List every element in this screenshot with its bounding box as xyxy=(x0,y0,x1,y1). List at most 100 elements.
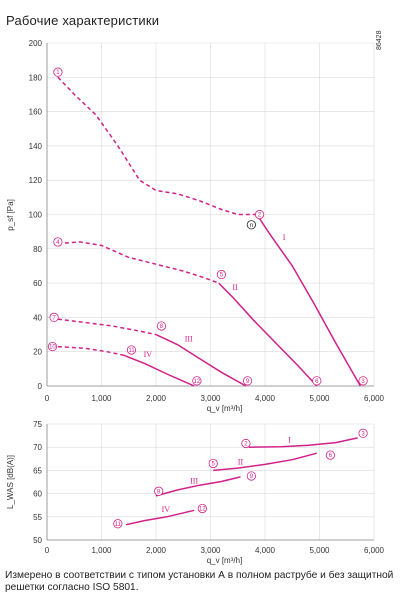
series-IV-line xyxy=(123,354,195,387)
operating-point-circle xyxy=(246,220,256,230)
series-III-dashed-line xyxy=(57,318,157,336)
x-tick-label: 3,000 xyxy=(200,394,221,403)
x-tick-label: 3,000 xyxy=(200,546,221,555)
marker-number: 9 xyxy=(250,474,254,480)
x-tick-label: 4,000 xyxy=(255,546,276,555)
series-IV-dashed-line xyxy=(57,345,124,356)
marker-1: 1 xyxy=(53,67,63,77)
marker-5: 5 xyxy=(216,269,226,280)
y-axis-label: p_sf [Pa] xyxy=(6,199,15,231)
y-tick-label: 200 xyxy=(29,39,43,48)
marker-circle xyxy=(192,376,202,386)
y-tick-label: 80 xyxy=(33,245,42,254)
y-tick-label: 60 xyxy=(33,490,42,499)
marker-number: 6 xyxy=(329,453,333,459)
x-tick-label: 5,000 xyxy=(309,394,330,403)
chart-1: 0 20 40 60 80 100 120 140 160 180 200 0 1,000 2,000 3,… xyxy=(6,39,385,413)
marker-number: 3 xyxy=(361,431,365,437)
marker-number: 6 xyxy=(315,379,319,385)
operating-point-label: n xyxy=(250,223,253,229)
y-tick-label: 180 xyxy=(29,73,43,82)
series-label-III: III xyxy=(190,476,198,485)
marker-2: 2 xyxy=(241,438,251,449)
marker-number: 4 xyxy=(56,240,60,246)
x-tick-label: 1,000 xyxy=(91,546,112,555)
x-axis-label: q_v [m³/h] xyxy=(207,556,243,565)
marker-number: 10 xyxy=(49,345,56,351)
marker-number: 7 xyxy=(52,315,56,321)
series-IV-line xyxy=(125,509,195,526)
y-tick-label: 70 xyxy=(33,443,42,452)
marker-3: 3 xyxy=(358,428,368,438)
series-I-line xyxy=(256,214,362,387)
series-label-II: II xyxy=(232,283,238,292)
marker-circle xyxy=(312,376,322,386)
marker-10: 10 xyxy=(47,341,58,352)
page-title: Рабочие характеристики xyxy=(6,13,160,28)
series-II-line xyxy=(218,282,318,387)
marker-number: 8 xyxy=(160,324,164,330)
x-axis-label: q_v [m³/h] xyxy=(207,404,243,413)
x-tick-label: 2,000 xyxy=(146,546,167,555)
marker-circle xyxy=(154,486,164,496)
marker-number: 12 xyxy=(199,506,206,512)
marker-number: 1 xyxy=(56,70,60,76)
marker-circle xyxy=(246,471,256,481)
series-label-I: I xyxy=(288,436,291,445)
y-tick-label: 120 xyxy=(29,176,43,185)
series-I-line xyxy=(248,437,358,448)
marker-8: 8 xyxy=(154,486,164,496)
y-tick-label: 75 xyxy=(33,420,42,429)
series-label-III: III xyxy=(185,334,193,343)
y-tick-label: 60 xyxy=(33,279,42,288)
marker-circle xyxy=(358,376,368,386)
series-I-dashed-line xyxy=(57,76,257,216)
marker-12: 12 xyxy=(197,503,207,514)
marker-circle xyxy=(53,67,63,77)
y-tick-label: 100 xyxy=(29,211,43,220)
x-tick-label: 6,000 xyxy=(364,394,385,403)
x-tick-label: 5,000 xyxy=(309,546,330,555)
marker-number: 11 xyxy=(115,522,122,528)
marker-7: 7 xyxy=(49,312,59,322)
series-II-line xyxy=(213,452,317,472)
marker-circle xyxy=(113,519,123,529)
series-label-I: I xyxy=(283,233,286,242)
marker-number: 11 xyxy=(128,348,135,354)
marker-6: 6 xyxy=(325,450,335,460)
marker-3: 3 xyxy=(358,376,368,386)
marker-circle xyxy=(126,345,137,355)
marker-6: 6 xyxy=(312,376,322,386)
marker-circle xyxy=(197,503,207,514)
y-tick-label: 140 xyxy=(29,142,43,151)
marker-4: 4 xyxy=(53,237,63,247)
marker-circle xyxy=(156,321,167,331)
marker-circle xyxy=(242,376,253,386)
marker-circle xyxy=(254,209,265,220)
series-label-II: II xyxy=(238,457,244,466)
series-label-IV: IV xyxy=(144,350,153,359)
y-tick-label: 0 xyxy=(38,382,43,391)
series-label-IV: IV xyxy=(162,505,171,514)
marker-circle xyxy=(325,450,335,460)
marker-circle xyxy=(216,269,226,280)
marker-number: 5 xyxy=(220,273,224,279)
marker-number: 5 xyxy=(212,461,216,467)
marker-number: 2 xyxy=(258,213,262,219)
marker-2: 2 xyxy=(254,209,265,220)
marker-circle xyxy=(53,237,63,247)
marker-number: 8 xyxy=(157,489,161,495)
x-tick-label: 0 xyxy=(45,546,50,555)
footnote: Измерено в соответствии с типом установк… xyxy=(5,570,394,593)
x-tick-label: 0 xyxy=(45,394,50,403)
operating-point-marker: n xyxy=(246,220,256,230)
marker-number: 2 xyxy=(244,441,248,447)
marker-number: 3 xyxy=(361,379,365,385)
marker-8: 8 xyxy=(156,321,167,331)
marker-5: 5 xyxy=(208,458,218,469)
marker-11: 11 xyxy=(126,345,137,355)
x-tick-label: 6,000 xyxy=(364,546,385,555)
marker-number: 9 xyxy=(246,379,250,385)
